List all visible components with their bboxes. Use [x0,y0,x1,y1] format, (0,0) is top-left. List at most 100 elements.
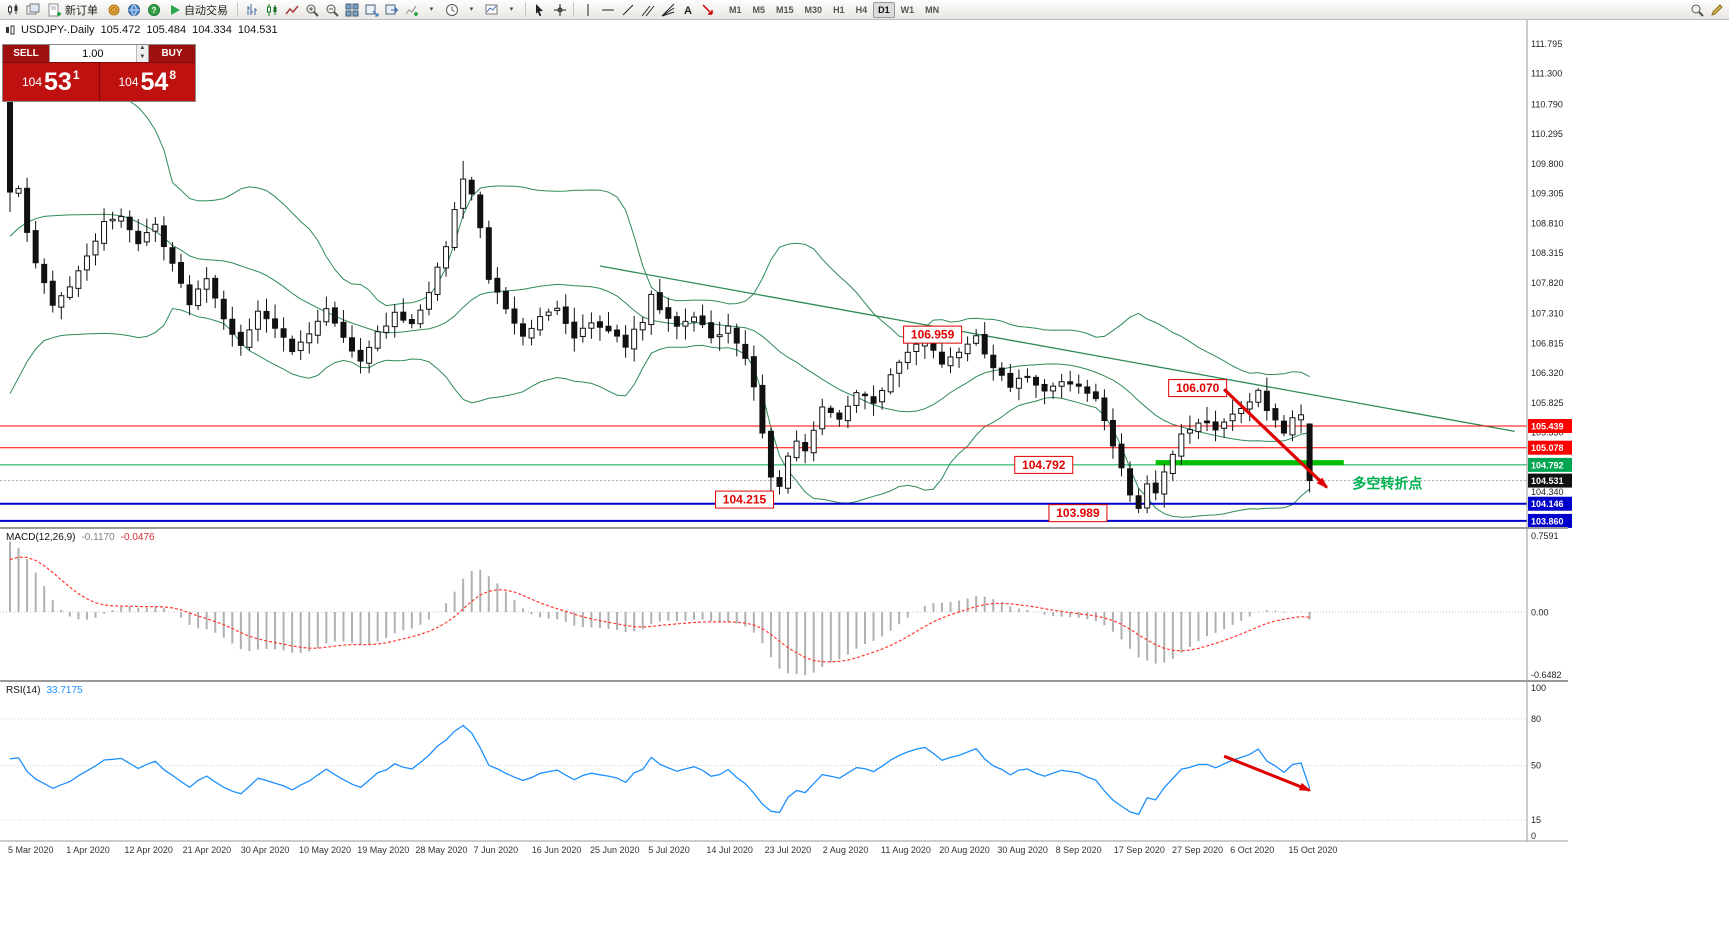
candle [836,412,843,420]
autotrade-button[interactable]: 自动交易 [164,1,233,18]
macd-indicator-label: MACD(12,26,9) -0.1170 -0.0476 [6,532,155,543]
svg-text:106.070: 106.070 [1176,381,1220,395]
timeframe-button-H4[interactable]: H4 [855,4,868,15]
cursor-button[interactable] [530,1,549,18]
sell-button[interactable]: SELL [3,45,49,62]
candle [699,315,706,326]
volume-decrease-button[interactable]: ▼ [136,53,148,62]
price-callout-box[interactable] [715,490,774,509]
chevron-down-icon: ▾ [509,6,514,13]
candle [785,455,792,489]
svg-text:104.531: 104.531 [1531,476,1564,486]
candle [1280,420,1287,434]
svg-text:103.989: 103.989 [1056,506,1100,520]
help-button[interactable]: ? [144,1,163,18]
periods-button[interactable] [442,1,461,18]
bearish-arrow[interactable] [1222,388,1329,489]
ask-price-button[interactable]: 104 54 8 [99,63,195,101]
price-callout-box[interactable] [1048,504,1108,523]
svg-text:106.959: 106.959 [911,328,955,342]
arrow-tool-button[interactable] [698,1,717,18]
candle [49,280,56,306]
candle [904,351,911,364]
horizontal-line-tool-button[interactable] [598,1,617,18]
rsi-bearish-arrow[interactable] [1223,754,1312,792]
bid-price-button[interactable]: 104 53 1 [3,63,100,101]
candle [92,240,99,256]
chart-tab-icon [6,25,15,35]
new-chart-button[interactable] [3,1,22,18]
templates-dropdown[interactable]: ▾ [502,1,521,18]
svg-text:109.800: 109.800 [1531,159,1564,169]
timeframe-button-D1[interactable]: D1 [873,1,895,18]
chart-canvas[interactable]: 106.959 106.070 104.792 104.215 103.989 多空转折点… [0,20,1729,862]
candle [1169,453,1176,474]
candle [160,225,167,248]
text-tool-button[interactable]: A [678,1,697,18]
candle [947,356,954,367]
candle [1135,495,1142,509]
tile-windows-button[interactable] [342,1,361,18]
channel-tool-button[interactable] [638,1,657,18]
candle [1024,375,1031,378]
candle [716,334,723,338]
svg-text:14 Jul 2020: 14 Jul 2020 [706,845,753,855]
candle [956,351,963,359]
svg-text:25 Jun 2020: 25 Jun 2020 [590,845,640,855]
svg-text:104.215: 104.215 [723,493,767,507]
zoom-out-button[interactable] [322,1,341,18]
edit-button[interactable] [1707,1,1726,18]
trendline-tool-button[interactable] [618,1,637,18]
quote-low: 104.334 [192,24,232,36]
volume-input[interactable] [50,45,136,62]
candle [297,341,304,352]
candle [502,290,509,310]
timeframe-button-MN[interactable]: MN [925,4,940,15]
timeframe-button-M5[interactable]: M5 [752,4,766,15]
svg-text:0.00: 0.00 [1531,608,1549,618]
price-callout-box[interactable] [1168,379,1228,398]
candle [186,284,193,306]
trendline[interactable] [599,265,1515,432]
favorites-button[interactable] [104,1,123,18]
fibonacci-tool-button[interactable] [658,1,677,18]
indicators-dropdown[interactable]: ▾ [422,1,441,18]
candle [229,318,236,335]
timeframe-button-M15[interactable]: M15 [776,4,794,15]
candle [827,407,834,413]
volume-increase-button[interactable]: ▲ [136,45,148,54]
chart-candles-button[interactable] [262,1,281,18]
timeframe-button-H1[interactable]: H1 [833,4,845,15]
chart-shift-button[interactable] [382,1,401,18]
toolbar-separator [573,2,574,17]
candle [537,316,544,331]
indicators-button[interactable] [402,1,421,18]
vertical-line-tool-button[interactable] [578,1,597,18]
periods-dropdown[interactable]: ▾ [462,1,481,18]
price-callout-box[interactable] [1014,455,1074,474]
price-callout-box[interactable] [903,325,963,344]
zoom-in-button[interactable] [302,1,321,18]
candle [383,325,390,333]
new-order-button[interactable]: 新订单 [43,1,103,18]
auto-arrange-button[interactable] [362,1,381,18]
candle [195,288,202,307]
timeframe-button-M30[interactable]: M30 [804,4,823,15]
search-button[interactable] [1687,1,1706,18]
timeframe-button-W1[interactable]: W1 [900,4,915,15]
templates-button[interactable] [482,1,501,18]
price-axis: 111.795 111.300 110.790 110.295 109.800 109.3… [1528,39,1572,841]
chart-line-button[interactable] [282,1,301,18]
crosshair-button[interactable] [550,1,569,18]
svg-text:0.7591: 0.7591 [1531,531,1559,541]
price-axis-marker [1528,457,1572,472]
price-axis-marker [1528,473,1572,488]
price-axis-marker [1528,440,1572,455]
candle [896,361,903,374]
candle [66,286,73,298]
community-button[interactable] [124,1,143,18]
timeframe-button-M1[interactable]: M1 [729,4,742,15]
buy-button[interactable]: BUY [149,45,195,62]
chart-bars-button[interactable] [242,1,261,18]
profiles-button[interactable] [23,1,42,18]
